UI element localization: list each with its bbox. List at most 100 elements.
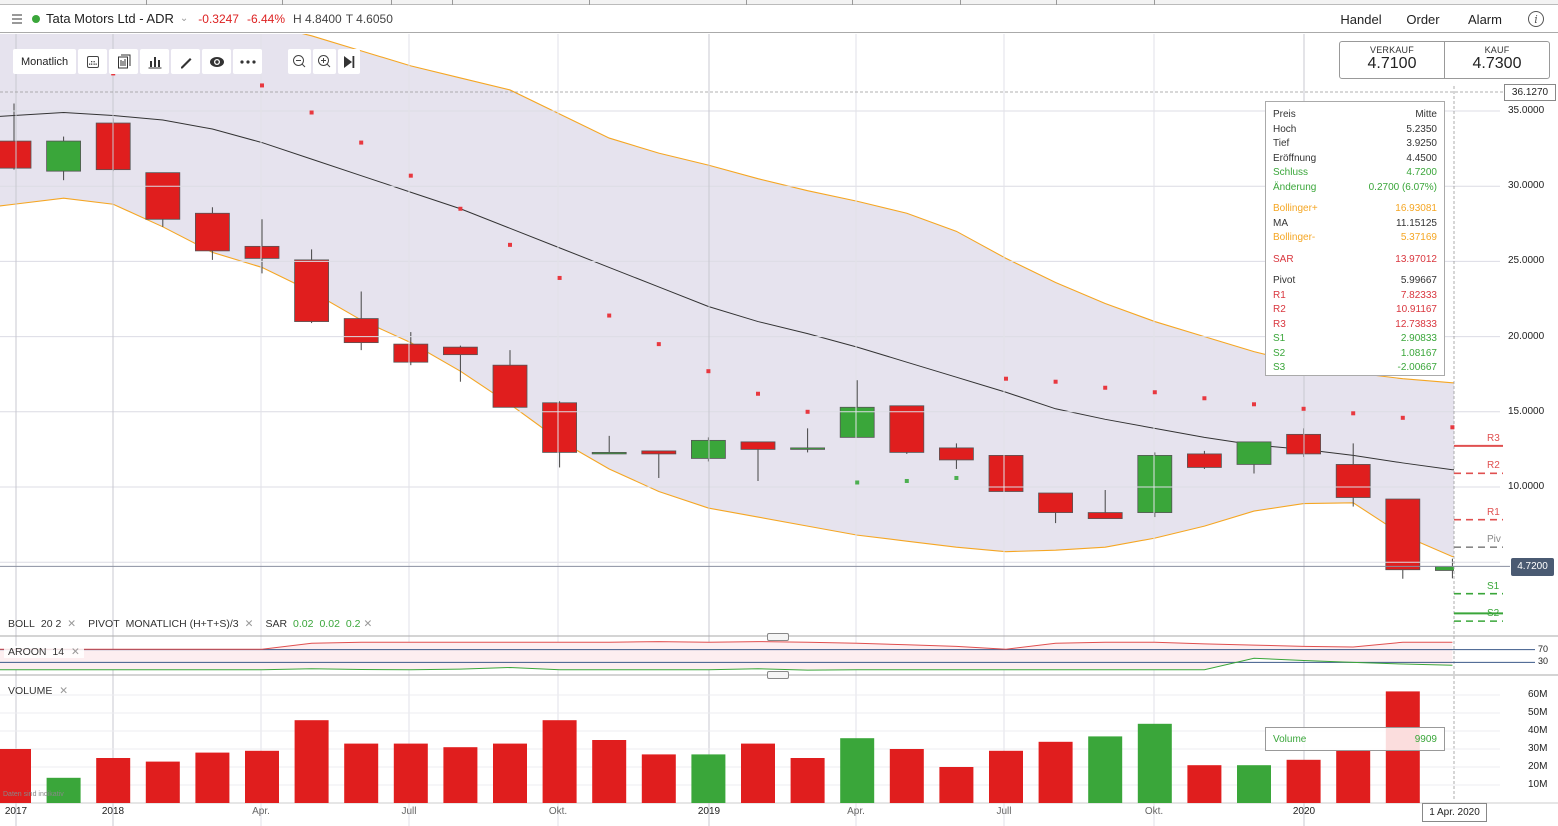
- chevron-down-icon[interactable]: ⌄: [179, 13, 189, 24]
- calendar-grid-icon[interactable]: [78, 49, 108, 74]
- zoom-in-icon[interactable]: [313, 49, 337, 74]
- handel-button[interactable]: Handel: [1340, 11, 1382, 27]
- row-label: Bollinger-: [1273, 232, 1316, 243]
- data-window-row: S3 -2.00667: [1273, 361, 1437, 376]
- jump-to-end-icon[interactable]: [338, 49, 361, 74]
- chart-type-icon[interactable]: [109, 49, 139, 74]
- menu-icon[interactable]: [12, 13, 22, 24]
- row-value: 3.9250: [1406, 138, 1437, 149]
- row-value: 4.4500: [1406, 152, 1437, 164]
- data-window-row: R1 7.82333: [1273, 289, 1437, 304]
- sar-name[interactable]: SAR: [265, 618, 288, 630]
- y-axis-label: 20.0000: [1508, 330, 1545, 342]
- more-icon[interactable]: [233, 49, 263, 74]
- pane-resize-handle-bottom[interactable]: [767, 671, 789, 679]
- row-label: MA: [1273, 217, 1288, 229]
- x-axis-label: Apr.: [847, 806, 865, 817]
- instrument-title[interactable]: Tata Motors Ltd - ADR: [46, 11, 174, 26]
- chart-toolbar: Monatlich: [13, 49, 361, 74]
- buy-price: 4.7300: [1472, 55, 1522, 72]
- data-window-row: S2 1.08167: [1273, 347, 1437, 362]
- aroon-name[interactable]: AROON: [8, 646, 47, 658]
- row-value: 4.7200: [1406, 167, 1437, 178]
- volume-axis-label: 60M: [1528, 689, 1548, 700]
- x-axis-label: Jull: [996, 806, 1012, 817]
- x-axis-label: 2018: [101, 806, 125, 817]
- x-axis-label: Apr.: [252, 806, 270, 817]
- data-window-row: R2 10.91167: [1273, 303, 1437, 318]
- alarm-button[interactable]: Alarm: [1468, 11, 1502, 27]
- data-window-row: Pivot 5.99667: [1273, 274, 1437, 289]
- buy-quote-button[interactable]: KAUF 4.7300: [1444, 41, 1550, 79]
- remove-aroon-icon[interactable]: ✕: [70, 646, 80, 658]
- volume-axis-label: 40M: [1528, 725, 1548, 736]
- row-value: 7.82333: [1400, 289, 1437, 301]
- volume-axis-label: 30M: [1528, 743, 1548, 754]
- row-value: -2.00667: [1397, 362, 1437, 373]
- row-value: Mitte: [1415, 109, 1437, 120]
- boll-params: 20 2: [40, 618, 62, 630]
- x-axis-label: 2019: [697, 806, 721, 817]
- x-axis-label: Okt.: [1144, 806, 1164, 817]
- pane-resize-handle-top[interactable]: [767, 633, 789, 641]
- volume-axis-label: 50M: [1528, 707, 1548, 718]
- y-axis-label: 35.0000: [1508, 105, 1545, 116]
- pivot-name[interactable]: PIVOT: [88, 618, 120, 630]
- row-label: Änderung: [1273, 181, 1317, 193]
- row-value: 0.2700 (6.07%): [1368, 181, 1437, 193]
- volume-tooltip: Volume 9909: [1265, 727, 1445, 751]
- remove-sar-icon[interactable]: ✕: [363, 618, 373, 630]
- row-label: Preis: [1273, 109, 1296, 120]
- remove-volume-icon[interactable]: ✕: [59, 685, 69, 697]
- data-window-row: SAR 13.97012: [1273, 253, 1437, 268]
- row-value: 13.97012: [1395, 253, 1437, 265]
- zoom-out-icon[interactable]: [288, 49, 312, 74]
- info-icon[interactable]: i: [1528, 11, 1544, 27]
- indicator-legend: BOLL 20 2 ✕ PIVOT MONATLICH (H+T+S)/3 ✕ …: [8, 618, 384, 630]
- sell-quote-button[interactable]: VERKAUF 4.7100: [1339, 41, 1445, 79]
- pivot-label: R3: [1487, 432, 1500, 444]
- volume-axis-label: 10M: [1528, 779, 1548, 790]
- change-percent: -6.44%: [246, 11, 286, 26]
- data-window-row: Bollinger+ 16.93081: [1273, 202, 1437, 217]
- row-value: 5.37169: [1400, 232, 1437, 243]
- pivot-label: R2: [1487, 460, 1500, 472]
- row-value: 16.93081: [1395, 203, 1437, 214]
- row-label: Pivot: [1273, 275, 1296, 286]
- price-chart-canvas[interactable]: [0, 34, 1558, 826]
- pivot-label: Piv: [1487, 534, 1501, 546]
- pivot-label: S2: [1487, 608, 1500, 620]
- buy-label: KAUF: [1484, 45, 1510, 55]
- data-window-row: MA 11.15125: [1273, 217, 1437, 232]
- y-axis-label: 30.0000: [1508, 180, 1545, 192]
- sar-param-2: 0.02: [319, 618, 340, 630]
- eye-icon[interactable]: [202, 49, 232, 74]
- change-absolute: -0.3247: [198, 11, 239, 26]
- row-label: S2: [1273, 347, 1286, 359]
- sar-param-1: 0.02: [293, 618, 314, 630]
- row-label: R1: [1273, 289, 1286, 301]
- pivot-label: R1: [1487, 506, 1500, 518]
- x-axis-label: 2020: [1292, 806, 1316, 817]
- row-label: S1: [1273, 333, 1286, 344]
- aroon-legend: AROON 14 ✕: [4, 646, 84, 658]
- remove-pivot-icon[interactable]: ✕: [244, 618, 254, 630]
- x-axis-label: Jull: [401, 806, 417, 817]
- draw-pencil-icon[interactable]: [171, 49, 201, 74]
- volume-name[interactable]: VOLUME: [8, 685, 53, 697]
- aroon-period: 14: [52, 646, 65, 658]
- indicators-icon[interactable]: [140, 49, 170, 74]
- remove-boll-icon[interactable]: ✕: [67, 618, 77, 630]
- data-window-row: S1 2.90833: [1273, 332, 1437, 347]
- volume-legend: VOLUME ✕: [8, 685, 68, 697]
- interval-selector[interactable]: Monatlich: [13, 49, 77, 74]
- order-button[interactable]: Order: [1406, 11, 1440, 27]
- data-window-row: Änderung 0.2700 (6.07%): [1273, 181, 1437, 196]
- x-axis-label: 2017: [4, 806, 28, 817]
- row-label: Bollinger+: [1273, 203, 1318, 214]
- x-axis-label: Okt.: [548, 806, 568, 817]
- day-high: H 4.8400: [293, 11, 342, 26]
- boll-name[interactable]: BOLL: [8, 618, 35, 630]
- instrument-header: Tata Motors Ltd - ADR ⌄ -0.3247 -6.44% H…: [0, 5, 1558, 33]
